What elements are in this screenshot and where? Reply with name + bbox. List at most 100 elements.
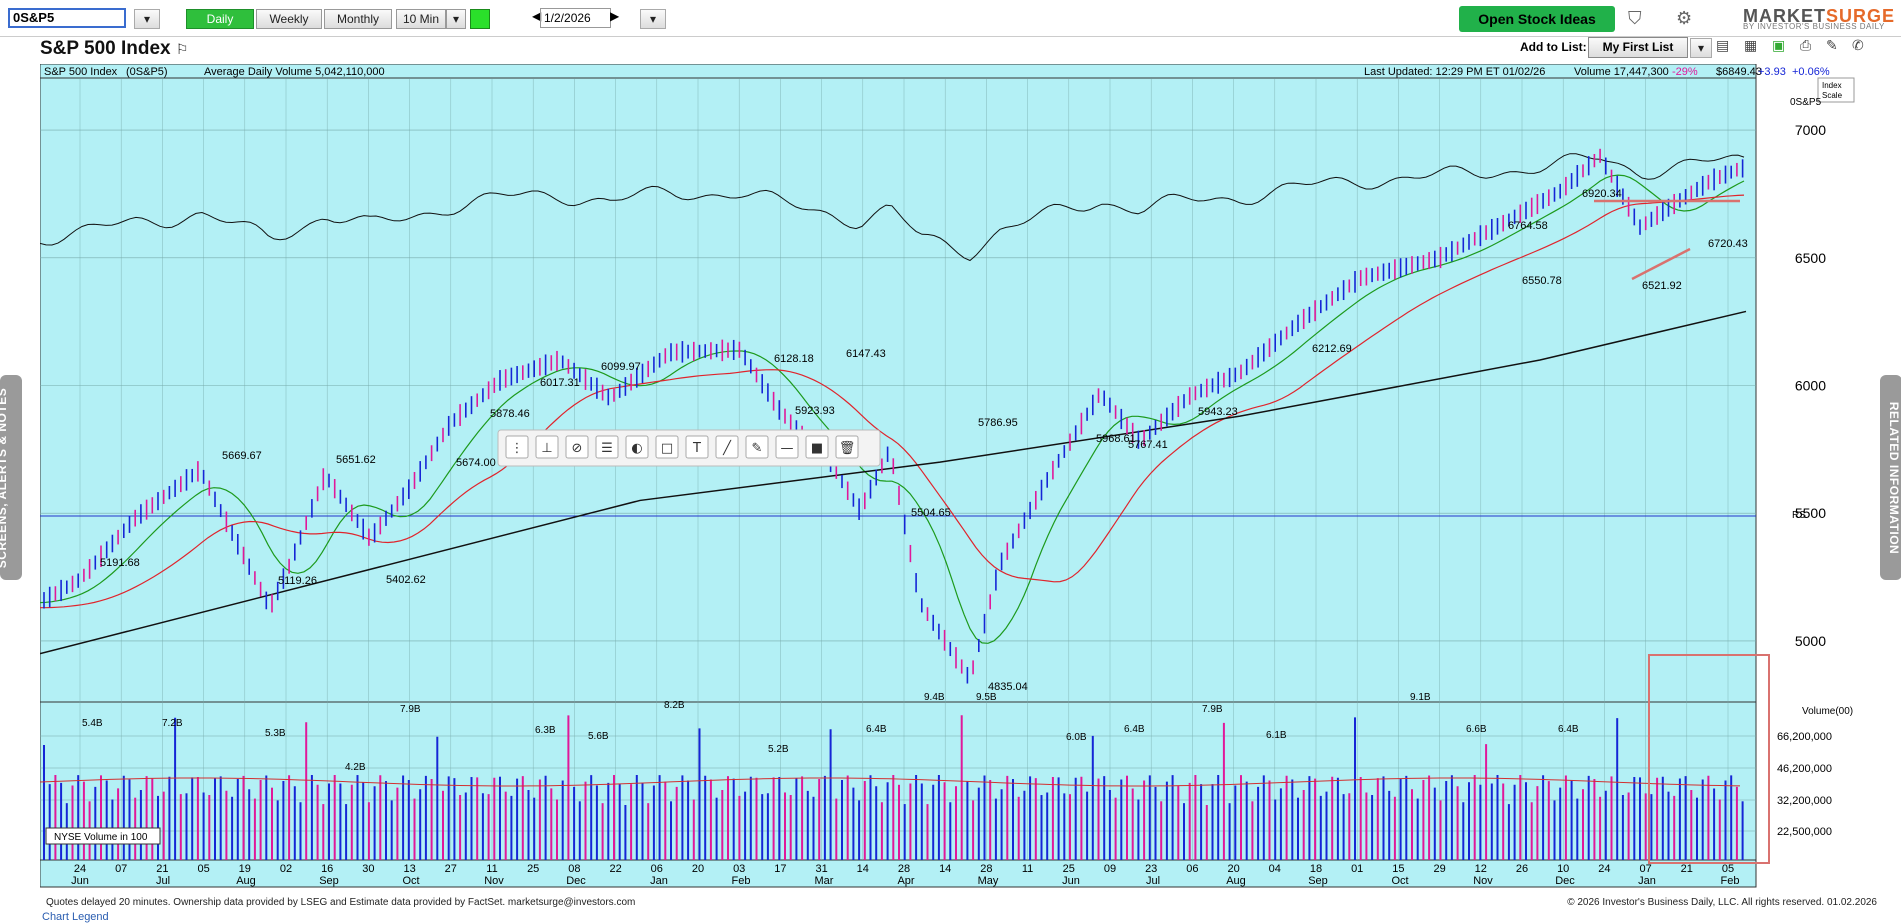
x-tick-label: 19 — [239, 863, 251, 875]
period-weekly-button[interactable]: Weekly — [256, 9, 322, 29]
x-tick-label: 30 — [362, 863, 374, 875]
delete-icon[interactable] — [835, 435, 859, 459]
rs-tag: RS — [1792, 510, 1806, 521]
delete-icon[interactable]: 🗑 — [839, 440, 856, 456]
month-label: Nov — [484, 875, 504, 887]
price-label: 6764.58 — [1508, 220, 1548, 232]
period-monthly-button[interactable]: Monthly — [324, 9, 392, 29]
screens-alerts-notes-tab[interactable]: SCREENS, ALERTS & NOTES — [0, 375, 22, 580]
x-tick-label: 24 — [74, 863, 86, 875]
print-icon[interactable]: ⎙ — [1800, 37, 1812, 53]
volume-label: 6.4B — [1558, 724, 1579, 735]
y-tick-label: 7000 — [1795, 122, 1826, 138]
relative-strength-line — [40, 153, 1745, 262]
list-icon[interactable]: ☰ — [601, 441, 613, 456]
image-icon[interactable]: ▣ — [1772, 37, 1786, 53]
top-toolbar: 0S&P5 ▾ Daily Weekly Monthly 10 Min ▾ ◀ … — [0, 0, 1901, 37]
date-dropdown-button[interactable]: ▾ — [640, 9, 666, 29]
chart-legend-link[interactable]: Chart Legend — [42, 911, 109, 923]
chart-type-icon[interactable]: ▤ — [1716, 37, 1730, 53]
date-next-icon[interactable]: ▶ — [610, 9, 620, 23]
symbol-tag: 0S&P5 — [1790, 97, 1822, 108]
grip-icon[interactable] — [505, 435, 529, 459]
month-label: Dec — [566, 875, 586, 887]
volume-label: 9.4B — [924, 692, 945, 703]
hide-drawings-icon[interactable] — [565, 435, 589, 459]
line-style-icon[interactable] — [775, 435, 799, 459]
volume-label: 6.1B — [1266, 730, 1287, 741]
symbol-input[interactable]: 0S&P5 — [8, 8, 126, 28]
related-information-tab[interactable]: RELATED INFORMATION — [1880, 375, 1901, 580]
color-icon[interactable]: ◐ — [631, 441, 642, 456]
x-tick-label: 06 — [1186, 863, 1198, 875]
nyse-volume-box — [45, 827, 161, 845]
avg-volume: Average Daily Volume 5,042,110,000 — [204, 66, 385, 78]
x-tick-label: 07 — [1639, 863, 1651, 875]
x-tick-label: 16 — [321, 863, 333, 875]
volume-label: 7.2B — [162, 718, 183, 729]
trendline-icon[interactable]: ⊥ — [541, 441, 552, 456]
pen-icon[interactable] — [715, 435, 739, 459]
live-status-indicator[interactable] — [470, 9, 490, 29]
list-select[interactable]: My First List — [1588, 37, 1688, 58]
highlighter-icon[interactable] — [745, 435, 769, 459]
flag-icon[interactable]: ⚐ — [175, 41, 189, 57]
x-tick-label: 22 — [609, 863, 621, 875]
x-tick-label: 11 — [486, 863, 497, 875]
volume-label: 5.4B — [82, 718, 103, 729]
moving-average-50-line — [40, 194, 1745, 609]
color-fill-icon[interactable] — [805, 435, 829, 459]
x-tick-label: 04 — [1269, 863, 1281, 875]
x-tick-label: 13 — [403, 863, 415, 875]
month-label: Mar — [815, 875, 834, 887]
tools-icon[interactable]: ✎ — [1826, 37, 1838, 53]
price-pane — [40, 64, 1757, 703]
rectangle-icon[interactable]: □ — [661, 441, 673, 456]
trendline-icon[interactable] — [535, 435, 559, 459]
footer-copyright: © 2026 Investor's Business Daily, LLC. A… — [1567, 897, 1877, 908]
period-daily-button[interactable]: Daily — [186, 9, 254, 29]
rectangle-icon[interactable] — [655, 435, 679, 459]
color-fill-icon[interactable]: ■ — [811, 441, 823, 456]
date-prev-icon[interactable]: ◀ — [532, 9, 542, 23]
grip-icon[interactable]: ⋮ — [511, 441, 524, 456]
index-code: (0S&P5) — [126, 66, 168, 78]
open-stock-ideas-button[interactable]: Open Stock Ideas — [1459, 6, 1615, 32]
highlighter-icon[interactable]: ✎ — [752, 441, 763, 456]
color-icon[interactable] — [625, 435, 649, 459]
price-label: 4835.04 — [988, 681, 1028, 693]
symbol-dropdown-button[interactable]: ▾ — [134, 9, 160, 29]
x-tick-label: 01 — [1351, 863, 1363, 875]
list-dropdown-button[interactable]: ▾ — [1690, 38, 1712, 58]
text-icon[interactable]: T — [692, 441, 701, 456]
index-scale-box[interactable] — [1817, 77, 1855, 103]
table-icon[interactable]: ▦ — [1744, 37, 1758, 53]
alert-icon[interactable]: ⛉ — [1628, 8, 1642, 28]
hide-drawings-icon[interactable]: ⊘ — [572, 441, 583, 456]
volume-label: 5.3B — [265, 728, 286, 739]
x-tick-label: 11 — [1022, 863, 1033, 875]
list-icon[interactable] — [595, 435, 619, 459]
settings-icon[interactable]: ⚙ — [1676, 8, 1693, 28]
drawing-toolbar[interactable]: ⋮ ⊥ ⊘ ☰ ◐ □ T ╱ ✎ — ■ 🗑 — [497, 429, 881, 467]
price-label: 6017.31 — [540, 377, 580, 389]
line-style-icon[interactable]: — — [781, 441, 794, 456]
month-label: Jul — [1146, 875, 1160, 887]
text-icon[interactable] — [685, 435, 709, 459]
y-tick-label: 6000 — [1795, 378, 1826, 394]
marketsurge-logo: MARKETSURGE — [1743, 6, 1896, 26]
date-input[interactable]: 1/2/2026 — [540, 8, 611, 28]
volume-label: 6.0B — [1066, 732, 1087, 743]
price-chart[interactable]: 5191.68 5669.67 5119.26 5651.62 5402.62 5674.… — [40, 64, 1878, 890]
phone-icon[interactable]: ✆ — [1852, 37, 1864, 53]
intraday-dropdown-button[interactable]: ▾ — [446, 9, 466, 29]
x-tick-label: 24 — [1598, 863, 1610, 875]
x-tick-label: 08 — [568, 863, 580, 875]
x-tick-label: 20 — [692, 863, 704, 875]
volume-label: 6.4B — [866, 724, 887, 735]
x-tick-label: 25 — [1063, 863, 1075, 875]
pen-icon[interactable]: ╱ — [722, 439, 732, 456]
intraday-select[interactable]: 10 Min — [396, 9, 446, 29]
month-label: Jun — [1062, 875, 1080, 887]
x-tick-label: 18 — [1310, 863, 1322, 875]
